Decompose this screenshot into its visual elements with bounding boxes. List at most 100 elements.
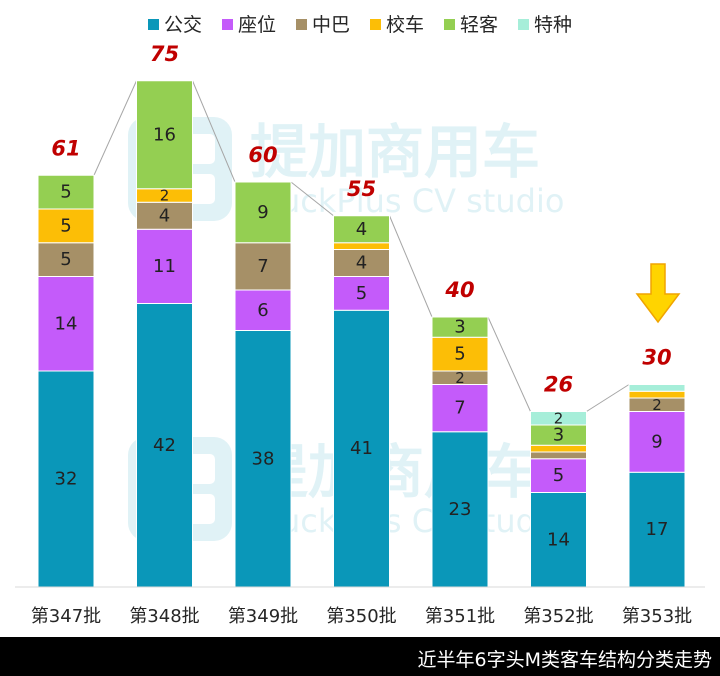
segment-value-label: 2 <box>160 187 170 205</box>
segment-value-label: 3 <box>454 317 465 338</box>
bar-segment <box>530 458 587 493</box>
bar-segment <box>628 384 686 392</box>
segment-value-label: 2 <box>652 396 662 414</box>
bar-segment <box>530 411 587 426</box>
bar-segment <box>37 174 95 210</box>
bar-segment <box>333 276 390 311</box>
connector-line <box>290 181 334 217</box>
legend-label: 特种 <box>534 14 572 36</box>
connector-line <box>487 316 531 412</box>
bar-segment <box>234 289 292 331</box>
segment-value-label: 7 <box>257 256 268 277</box>
legend-label: 公交 <box>164 14 202 36</box>
total-value-label: 55 <box>347 177 376 201</box>
bar-segment <box>136 80 193 190</box>
segment-value-label: 2 <box>455 369 465 387</box>
segment-value-label: 14 <box>547 529 570 550</box>
total-value-label: 61 <box>51 136 80 160</box>
footer-caption: 近半年6字头M类客车结构分类走势 <box>417 649 712 671</box>
bar-segment <box>234 330 292 588</box>
bar-segment <box>37 208 95 244</box>
bar-segment <box>431 384 489 433</box>
segment-value-label: 4 <box>356 219 367 240</box>
segment-value-label: 9 <box>257 202 268 223</box>
x-tick-label: 第348批 <box>129 606 199 627</box>
segment-value-label: 4 <box>159 205 170 226</box>
bar-segment <box>530 492 587 588</box>
bar-segment <box>530 451 587 460</box>
connector-line <box>586 384 630 412</box>
watermark-brand: 提加商用车 <box>250 438 540 506</box>
segment-value-label: 38 <box>252 448 275 469</box>
bar-segment <box>333 309 390 588</box>
segment-value-label: 5 <box>60 249 71 270</box>
bar-segment <box>37 276 95 372</box>
bar-segment <box>136 201 193 230</box>
segment-value-label: 23 <box>449 499 472 520</box>
bar-segment <box>333 249 390 277</box>
x-tick-label: 第349批 <box>228 606 298 627</box>
legend-swatch <box>518 19 529 30</box>
down-arrow-icon <box>635 263 681 324</box>
x-axis-tick-labels: 第347批 第348批 第349批 第350批 第351批 第352批 第353批 <box>31 606 692 627</box>
legend-swatch <box>296 19 307 30</box>
legend-swatch <box>148 19 159 30</box>
segment-value-label: 9 <box>651 431 662 452</box>
bar-segment <box>234 181 292 244</box>
bar-segment <box>136 228 193 304</box>
segment-value-label: 5 <box>60 182 71 203</box>
segment-value-label: 11 <box>153 256 176 277</box>
bar-segment <box>628 390 686 399</box>
segment-value-label: 3 <box>553 425 564 446</box>
segment-value-label: 5 <box>60 215 71 236</box>
total-value-label: 75 <box>150 42 179 66</box>
segment-value-label: 7 <box>454 398 465 419</box>
segment-value-label: 5 <box>553 465 564 486</box>
watermark-sub: TruckPlus CV studio <box>251 182 564 220</box>
bar-segment <box>333 242 390 250</box>
bar-segment <box>234 242 292 291</box>
bar-segment <box>136 303 193 588</box>
total-value-label: 26 <box>544 373 573 397</box>
segment-value-label: 2 <box>554 409 564 427</box>
segment-value-label: 4 <box>356 253 367 274</box>
connector-line <box>192 80 236 183</box>
x-tick-label: 第351批 <box>425 606 495 627</box>
legend-swatch <box>370 19 381 30</box>
segment-value-label: 32 <box>55 469 78 490</box>
connector-line <box>389 215 433 318</box>
total-value-label: 40 <box>444 278 474 302</box>
x-tick-label: 第352批 <box>523 606 593 627</box>
watermark-brand: 提加商用车 <box>250 118 540 186</box>
bar-segment <box>333 215 390 244</box>
total-value-label: 60 <box>248 143 277 167</box>
x-tick-label: 第353批 <box>622 606 692 627</box>
legend-swatch <box>444 19 455 30</box>
segment-value-label: 42 <box>153 435 176 456</box>
segment-value-label: 6 <box>257 300 268 321</box>
legend-swatch <box>222 19 233 30</box>
segment-value-label: 14 <box>55 313 78 334</box>
legend-label: 校车 <box>386 14 424 36</box>
footer-bar: 近半年6字头M类客车结构分类走势 <box>0 637 720 676</box>
legend-label: 轻客 <box>460 14 498 36</box>
bar-segment <box>530 444 587 453</box>
segment-value-label: 16 <box>153 124 176 145</box>
segment-value-label: 5 <box>454 344 465 365</box>
segment-value-label: 41 <box>350 438 373 459</box>
connector-line <box>93 80 137 176</box>
bar-segment <box>628 411 686 473</box>
legend: 公交 座位 中巴 校车 轻客 特种 <box>148 14 572 36</box>
legend-label: 中巴 <box>312 14 350 36</box>
total-connector-lines <box>93 80 630 412</box>
x-tick-label: 第350批 <box>326 606 396 627</box>
segment-value-label: 5 <box>356 283 367 304</box>
total-value-label: 30 <box>642 346 671 370</box>
legend-label: 座位 <box>238 14 276 36</box>
watermark-sub: TruckPlus CV studio <box>251 502 564 540</box>
x-tick-label: 第347批 <box>31 606 101 627</box>
segment-value-label: 17 <box>646 519 669 540</box>
